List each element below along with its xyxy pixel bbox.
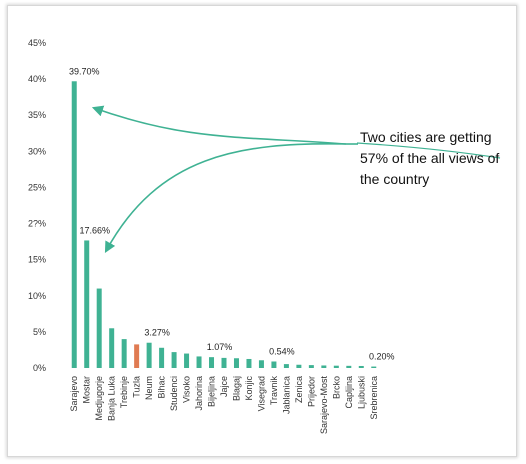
bar [121, 339, 127, 368]
data-label: 0.20% [369, 352, 395, 362]
bar [96, 288, 102, 368]
category-label: Trebinje [119, 376, 129, 408]
category-label: Bijeljina [207, 376, 217, 407]
bar [71, 81, 77, 369]
category-label: Zenica [294, 376, 304, 403]
category-label: Banja Luka [107, 376, 117, 421]
category-label: Blagaj [231, 376, 241, 401]
bar [84, 240, 90, 368]
data-label: 3.27% [144, 328, 170, 338]
bar [346, 365, 352, 368]
data-label: 0.54% [269, 347, 295, 357]
bar [258, 360, 264, 368]
bar [246, 358, 252, 368]
bar [134, 344, 140, 368]
chart-frame: 0% 5% 10% 15% 2?% 25% 30% 35% 40% 45% Sarajevo Most… [8, 6, 516, 456]
category-label: Sarajevo [69, 376, 79, 412]
y-tick-label: 5% [33, 327, 46, 337]
y-tick-label: 30% [28, 146, 46, 156]
bar [221, 357, 227, 368]
bar [271, 361, 277, 368]
bar [196, 356, 202, 368]
bar [159, 347, 165, 368]
y-tick-label: 45% [28, 38, 46, 48]
annotation-text: the country [360, 171, 429, 187]
category-label: Ljubuski [356, 376, 366, 409]
bar [109, 328, 115, 368]
y-tick-label: 0% [33, 363, 46, 373]
bar [308, 365, 314, 368]
category-label: Travnik [269, 376, 279, 406]
bar [209, 357, 215, 368]
data-label: 17.66% [79, 225, 110, 235]
bar [296, 364, 302, 368]
annotation-text: 57% of the all views of [360, 150, 499, 166]
category-label: Mostar [82, 376, 92, 404]
y-tick-label: 2?% [28, 219, 46, 229]
bar [371, 366, 377, 368]
y-tick-label: 25% [28, 182, 46, 192]
bar [171, 352, 177, 368]
bar [333, 365, 339, 368]
y-tick-label: 15% [28, 255, 46, 265]
y-tick-label: 35% [28, 110, 46, 120]
bar [184, 353, 190, 368]
bar [321, 365, 327, 368]
annotation-arrow-mostar [104, 143, 347, 253]
category-label: Visegrad [256, 376, 266, 411]
category-label: Sarajevo-Most [319, 376, 329, 435]
annotation-arrow-sarajevo [91, 105, 347, 145]
bar [146, 342, 152, 368]
category-label: Studenci [169, 376, 179, 411]
data-label: 39.70% [69, 66, 100, 76]
category-label: Jajce [219, 376, 229, 397]
y-tick-label: 40% [28, 74, 46, 84]
category-label: Medjugorje [94, 376, 104, 421]
category-label: Bihac [157, 376, 167, 399]
annotation-text: Two cities are getting [360, 129, 492, 145]
annotation-tail [356, 142, 501, 159]
bar-chart: 0% 5% 10% 15% 2?% 25% 30% 35% 40% 45% Sarajevo Most… [28, 38, 501, 435]
category-label: Capljina [344, 376, 354, 409]
bar [233, 358, 239, 368]
data-label: 1.07% [207, 342, 233, 352]
category-label: Visoko [182, 376, 192, 403]
category-label: Prijedor [306, 376, 316, 407]
y-tick-label: 10% [28, 291, 46, 301]
category-label: Neum [144, 376, 154, 400]
category-label: Srebrenica [369, 376, 379, 420]
category-label: Tuzla [132, 376, 142, 398]
bar [358, 365, 364, 368]
bar [283, 364, 289, 368]
category-label: Jahorina [194, 376, 204, 411]
category-label: Konjic [244, 376, 254, 401]
category-label: Jablanica [281, 376, 291, 414]
category-label: Brcko [331, 376, 341, 399]
